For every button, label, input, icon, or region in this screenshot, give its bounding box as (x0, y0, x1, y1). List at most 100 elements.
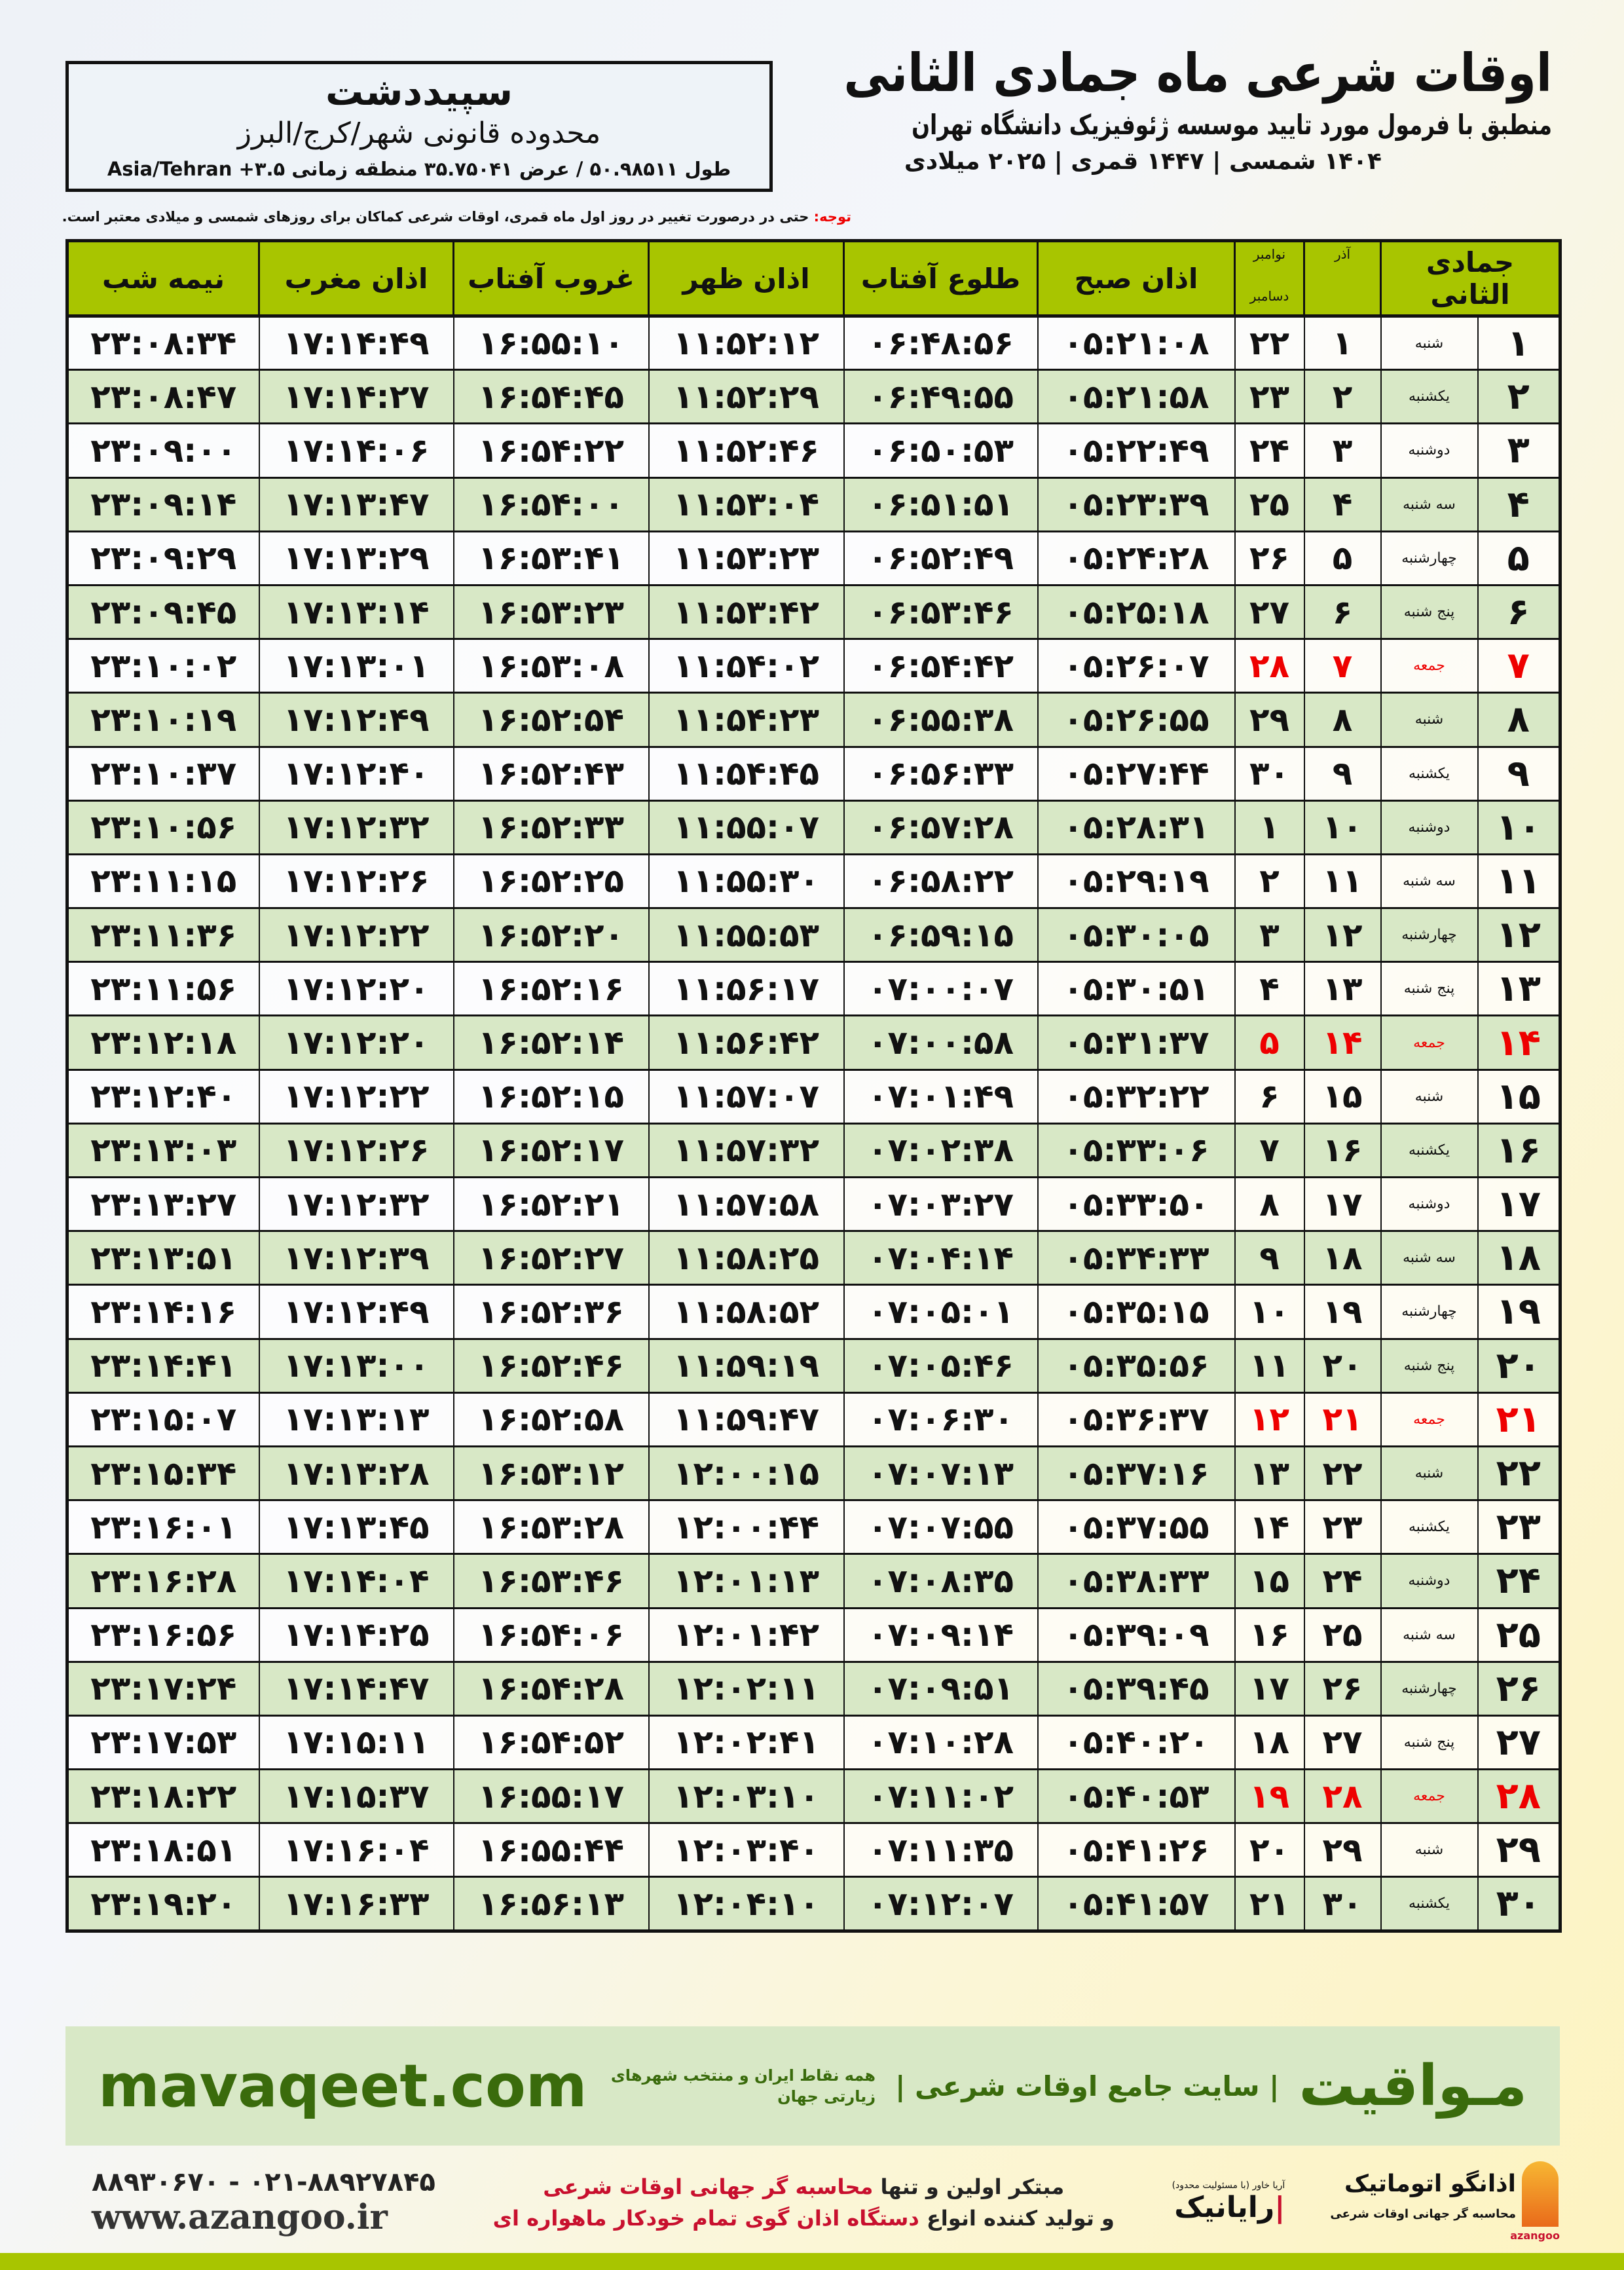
cell-dhuhr: ۱۱:۵۶:۱۷ (648, 961, 845, 1017)
cell-sunset: ۱۶:۵۳:۲۸ (452, 1499, 650, 1555)
cell-azar-day: ۱۵ (1303, 1068, 1382, 1125)
cell-sunrise: ۰۶:۵۷:۲۸ (843, 799, 1039, 855)
table-row: ۱۵ شنبه ۱۵ ۶ ۰۵:۳۲:۲۲ ۰۷:۰۱:۴۹ ۱۱:۵۷:۰۷ ۱۶:۵۲:۱… (66, 1068, 1561, 1125)
cell-gregorian-day: ۲۰ (1234, 1822, 1305, 1878)
table-row: ۱ شنبه ۱ ۲۲ ۰۵:۲۱:۰۸ ۰۶:۴۸:۵۶ ۱۱:۵۲:۱۲ ۱۶:۵۵:۱۰… (66, 314, 1561, 371)
cell-maghrib: ۱۷:۱۲:۲۰ (258, 1014, 454, 1071)
cell-azar-day: ۱۲ (1303, 907, 1382, 963)
cell-gregorian-day: ۲۳ (1234, 369, 1305, 425)
rayanik-logo: آریا خاور (با مسئولیت محدود) |رایانیک (1172, 2180, 1285, 2224)
cell-midnight: ۲۳:۱۳:۲۷ (66, 1176, 260, 1233)
table-row: ۱۰ دوشنبه ۱۰ ۱ ۰۵:۲۸:۳۱ ۰۶:۵۷:۲۸ ۱۱:۵۵:۰۷ ۱۶:۵۲… (66, 799, 1561, 855)
rayanik-name: رایانیک (1174, 2191, 1275, 2224)
cell-gregorian-day: ۲۴ (1234, 422, 1305, 479)
table-row: ۷ جمعه ۷ ۲۸ ۰۵:۲۶:۰۷ ۰۶:۵۴:۴۲ ۱۱:۵۴:۰۲ ۱۶:۵۳:۰۸… (66, 638, 1561, 694)
cell-weekday: جمعه (1380, 638, 1479, 694)
cell-weekday: چهارشنبه (1380, 1660, 1479, 1717)
cell-dhuhr: ۱۱:۵۳:۲۳ (648, 530, 845, 586)
location-box: سپیددشت محدوده قانونی شهر/کرج/البرز طول … (65, 61, 773, 192)
cell-midnight: ۲۳:۱۰:۱۹ (66, 692, 260, 748)
page-title: اوقات شرعی ماه جمادی الثانی (843, 43, 1552, 103)
cell-weekday: جمعه (1380, 1391, 1479, 1447)
cell-gregorian-day: ۸ (1234, 1176, 1305, 1233)
cell-azar-day: ۲۱ (1303, 1391, 1382, 1447)
table-row: ۲۶ چهارشنبه ۲۶ ۱۷ ۰۵:۳۹:۴۵ ۰۷:۰۹:۵۱ ۱۲:۰۲:۱۱ ۱۶… (66, 1660, 1561, 1717)
cell-maghrib: ۱۷:۱۳:۰۱ (258, 638, 454, 694)
cell-hijri-day: ۲۷ (1477, 1714, 1561, 1771)
region-name: محدوده قانونی شهر/کرج/البرز (237, 117, 601, 150)
table-row: ۲۰ پنج شنبه ۲۰ ۱۱ ۰۵:۳۵:۵۶ ۰۷:۰۵:۴۶ ۱۱:۵۹:۱۹ ۱۶… (66, 1337, 1561, 1394)
cell-sunrise: ۰۷:۰۶:۳۰ (843, 1391, 1039, 1447)
cell-weekday: یکشنبه (1380, 1876, 1479, 1932)
cell-maghrib: ۱۷:۱۳:۴۵ (258, 1499, 454, 1555)
cell-sunset: ۱۶:۵۲:۱۵ (452, 1068, 650, 1125)
cell-fajr: ۰۵:۳۰:۵۱ (1037, 961, 1236, 1017)
cell-gregorian-day: ۱۵ (1234, 1553, 1305, 1609)
cell-maghrib: ۱۷:۱۲:۴۹ (258, 1284, 454, 1340)
cell-midnight: ۲۳:۰۹:۴۵ (66, 584, 260, 641)
cell-weekday: یکشنبه (1380, 745, 1479, 802)
cell-gregorian-day: ۳ (1234, 907, 1305, 963)
cell-maghrib: ۱۷:۱۴:۰۴ (258, 1553, 454, 1609)
cell-sunrise: ۰۷:۰۵:۰۱ (843, 1284, 1039, 1340)
cell-dhuhr: ۱۱:۵۷:۳۲ (648, 1122, 845, 1179)
cell-hijri-day: ۱۸ (1477, 1230, 1561, 1286)
cell-fajr: ۰۵:۲۵:۱۸ (1037, 584, 1236, 641)
cell-sunrise: ۰۶:۵۹:۱۵ (843, 907, 1039, 963)
cell-dhuhr: ۱۱:۵۶:۴۲ (648, 1014, 845, 1071)
notice-label: توجه: (813, 209, 851, 225)
cell-dhuhr: ۱۱:۵۷:۰۷ (648, 1068, 845, 1125)
cell-azar-day: ۱۱ (1303, 853, 1382, 910)
cell-maghrib: ۱۷:۱۲:۳۹ (258, 1230, 454, 1286)
cell-dhuhr: ۱۲:۰۳:۱۰ (648, 1768, 845, 1825)
cell-azar-day: ۱ (1303, 314, 1382, 371)
mavaqeet-link[interactable]: mavaqeet.com (98, 2051, 587, 2121)
cell-maghrib: ۱۷:۱۲:۲۰ (258, 961, 454, 1017)
cell-weekday: چهارشنبه (1380, 1284, 1479, 1340)
cell-sunrise: ۰۶:۵۸:۲۲ (843, 853, 1039, 910)
cell-sunrise: ۰۷:۰۰:۵۸ (843, 1014, 1039, 1071)
cell-fajr: ۰۵:۲۱:۰۸ (1037, 314, 1236, 371)
cell-sunset: ۱۶:۵۲:۱۶ (452, 961, 650, 1017)
cell-dhuhr: ۱۱:۵۵:۰۷ (648, 799, 845, 855)
cell-hijri-day: ۹ (1477, 745, 1561, 802)
cell-midnight: ۲۳:۱۸:۵۱ (66, 1822, 260, 1878)
cell-azar-day: ۲۳ (1303, 1499, 1382, 1555)
cell-dhuhr: ۱۲:۰۲:۴۱ (648, 1714, 845, 1771)
cell-hijri-day: ۳۰ (1477, 1876, 1561, 1932)
cell-midnight: ۲۳:۰۹:۰۰ (66, 422, 260, 479)
cell-hijri-day: ۲۳ (1477, 1499, 1561, 1555)
cell-fajr: ۰۵:۳۰:۰۵ (1037, 907, 1236, 963)
table-row: ۲۷ پنج شنبه ۲۷ ۱۸ ۰۵:۴۰:۲۰ ۰۷:۱۰:۲۸ ۱۲:۰۲:۴۱ ۱۶… (66, 1714, 1561, 1771)
cell-sunset: ۱۶:۵۴:۰۰ (452, 476, 650, 532)
cell-dhuhr: ۱۱:۵۲:۱۲ (648, 314, 845, 371)
cell-sunset: ۱۶:۵۲:۵۴ (452, 692, 650, 748)
cell-fajr: ۰۵:۳۷:۵۵ (1037, 1499, 1236, 1555)
azangoo-link[interactable]: www.azangoo.ir (92, 2197, 388, 2237)
col-gregorian: نوامبر دسامبر (1234, 240, 1305, 318)
cell-midnight: ۲۳:۱۵:۰۷ (66, 1391, 260, 1447)
table-row: ۱۷ دوشنبه ۱۷ ۸ ۰۵:۳۳:۵۰ ۰۷:۰۳:۲۷ ۱۱:۵۷:۵۸ ۱۶:۵۲… (66, 1176, 1561, 1233)
cell-hijri-day: ۲۲ (1477, 1445, 1561, 1502)
table-row: ۹ یکشنبه ۹ ۳۰ ۰۵:۲۷:۴۴ ۰۶:۵۶:۳۳ ۱۱:۵۴:۴۵ ۱۶:۵۲:… (66, 745, 1561, 802)
cell-sunset: ۱۶:۵۲:۴۶ (452, 1337, 650, 1394)
cell-sunset: ۱۶:۵۵:۱۷ (452, 1768, 650, 1825)
cell-gregorian-day: ۴ (1234, 961, 1305, 1017)
cell-fajr: ۰۵:۳۳:۰۶ (1037, 1122, 1236, 1179)
cell-azar-day: ۲۵ (1303, 1607, 1382, 1663)
notice-text: حتی در درصورت تغییر در روز اول ماه قمری،… (62, 209, 814, 225)
cell-sunrise: ۰۷:۱۲:۰۷ (843, 1876, 1039, 1932)
table-row: ۲۹ شنبه ۲۹ ۲۰ ۰۵:۴۱:۲۶ ۰۷:۱۱:۳۵ ۱۲:۰۳:۴۰ ۱۶:۵۵:… (66, 1822, 1561, 1878)
cell-sunset: ۱۶:۵۲:۱۴ (452, 1014, 650, 1071)
cell-midnight: ۲۳:۱۶:۲۸ (66, 1553, 260, 1609)
cell-weekday: سه شنبه (1380, 853, 1479, 910)
cell-sunset: ۱۶:۵۳:۲۳ (452, 584, 650, 641)
cell-fajr: ۰۵:۴۱:۲۶ (1037, 1822, 1236, 1878)
cell-weekday: چهارشنبه (1380, 907, 1479, 963)
cell-dhuhr: ۱۱:۵۲:۴۶ (648, 422, 845, 479)
header-row: جمادی الثانی آذر نوامبر دسامبر اذان صبح ط… (66, 240, 1561, 318)
cell-midnight: ۲۳:۱۱:۳۶ (66, 907, 260, 963)
cell-midnight: ۲۳:۱۲:۱۸ (66, 1014, 260, 1071)
col-gregorian-top: نوامبر (1253, 246, 1286, 262)
cell-sunrise: ۰۷:۰۹:۵۱ (843, 1660, 1039, 1717)
